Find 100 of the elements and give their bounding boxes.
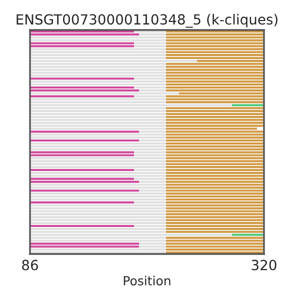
bar [166, 174, 264, 177]
bar [166, 39, 264, 42]
bar [30, 78, 134, 80]
bar [30, 148, 166, 150]
bar [166, 101, 264, 104]
bar [30, 36, 166, 38]
bar [166, 160, 264, 162]
bar [166, 130, 264, 133]
bar [30, 174, 166, 177]
bar [166, 45, 264, 48]
bar [166, 192, 264, 195]
bar [30, 128, 166, 130]
bar [30, 42, 134, 44]
bar [166, 210, 264, 212]
bar [166, 136, 264, 139]
bar [166, 228, 264, 230]
bar [166, 190, 264, 192]
bar [166, 95, 264, 98]
bar [30, 74, 166, 77]
bar [166, 157, 264, 160]
bar [30, 48, 166, 50]
bar [166, 118, 264, 121]
bar [166, 166, 264, 168]
bar [166, 86, 264, 89]
bar [166, 116, 264, 118]
bar [166, 107, 264, 110]
bar [166, 198, 264, 201]
bar [166, 242, 264, 245]
bar [166, 222, 264, 224]
bar [166, 184, 264, 186]
bar [30, 157, 166, 160]
bar [166, 168, 264, 172]
x-tick-label: 86 [22, 260, 38, 270]
bar [166, 33, 264, 36]
bar [30, 89, 139, 92]
bar [166, 134, 264, 136]
bar [232, 234, 264, 236]
bar [166, 213, 264, 216]
bar [30, 192, 166, 195]
bar [30, 190, 139, 192]
bar [30, 98, 166, 100]
bar [30, 172, 166, 174]
bar [30, 222, 166, 224]
bar [30, 142, 166, 145]
bar [166, 98, 264, 100]
bar [166, 216, 264, 218]
bar [232, 104, 264, 106]
bar [166, 195, 264, 198]
bar [166, 83, 264, 86]
bar [30, 83, 166, 86]
bar [30, 45, 134, 48]
bar [166, 124, 264, 127]
bar [166, 201, 264, 204]
bar [30, 80, 166, 83]
bar [30, 198, 166, 201]
bar [166, 207, 264, 210]
bar [166, 80, 264, 83]
bar [166, 62, 264, 65]
bar [166, 139, 264, 142]
bar [166, 42, 264, 44]
bar [30, 242, 139, 245]
bar [166, 154, 264, 156]
bar [30, 168, 134, 172]
bar [166, 246, 264, 248]
bar [166, 240, 264, 242]
bar [30, 136, 166, 139]
bar [166, 151, 264, 154]
bar [30, 248, 166, 251]
bar [30, 201, 134, 204]
x-axis-title: Position [124, 276, 170, 286]
bar [166, 110, 264, 112]
bar [30, 104, 232, 106]
bar [30, 228, 166, 230]
bar [166, 56, 264, 60]
bar [166, 219, 264, 222]
bar [166, 66, 264, 68]
bar [166, 48, 264, 50]
bar [30, 95, 134, 98]
bar [166, 89, 264, 92]
bar [30, 246, 139, 248]
bar [166, 36, 264, 38]
bar [166, 178, 264, 180]
bar [166, 163, 264, 166]
bar [30, 154, 134, 156]
bar [30, 234, 232, 236]
bar [30, 33, 139, 36]
bar [166, 236, 264, 239]
bar [166, 74, 264, 77]
bar [30, 186, 166, 189]
bar [30, 224, 134, 228]
bar [166, 186, 264, 189]
bar [166, 172, 264, 174]
bar [30, 92, 179, 94]
chart-title: ENSGT00730000110348_5 (k-cliques) [16, 14, 278, 28]
bar [166, 72, 264, 74]
bar [166, 248, 264, 251]
bar [30, 204, 166, 206]
bar [166, 51, 264, 54]
bar [166, 142, 264, 145]
bar [30, 39, 166, 42]
